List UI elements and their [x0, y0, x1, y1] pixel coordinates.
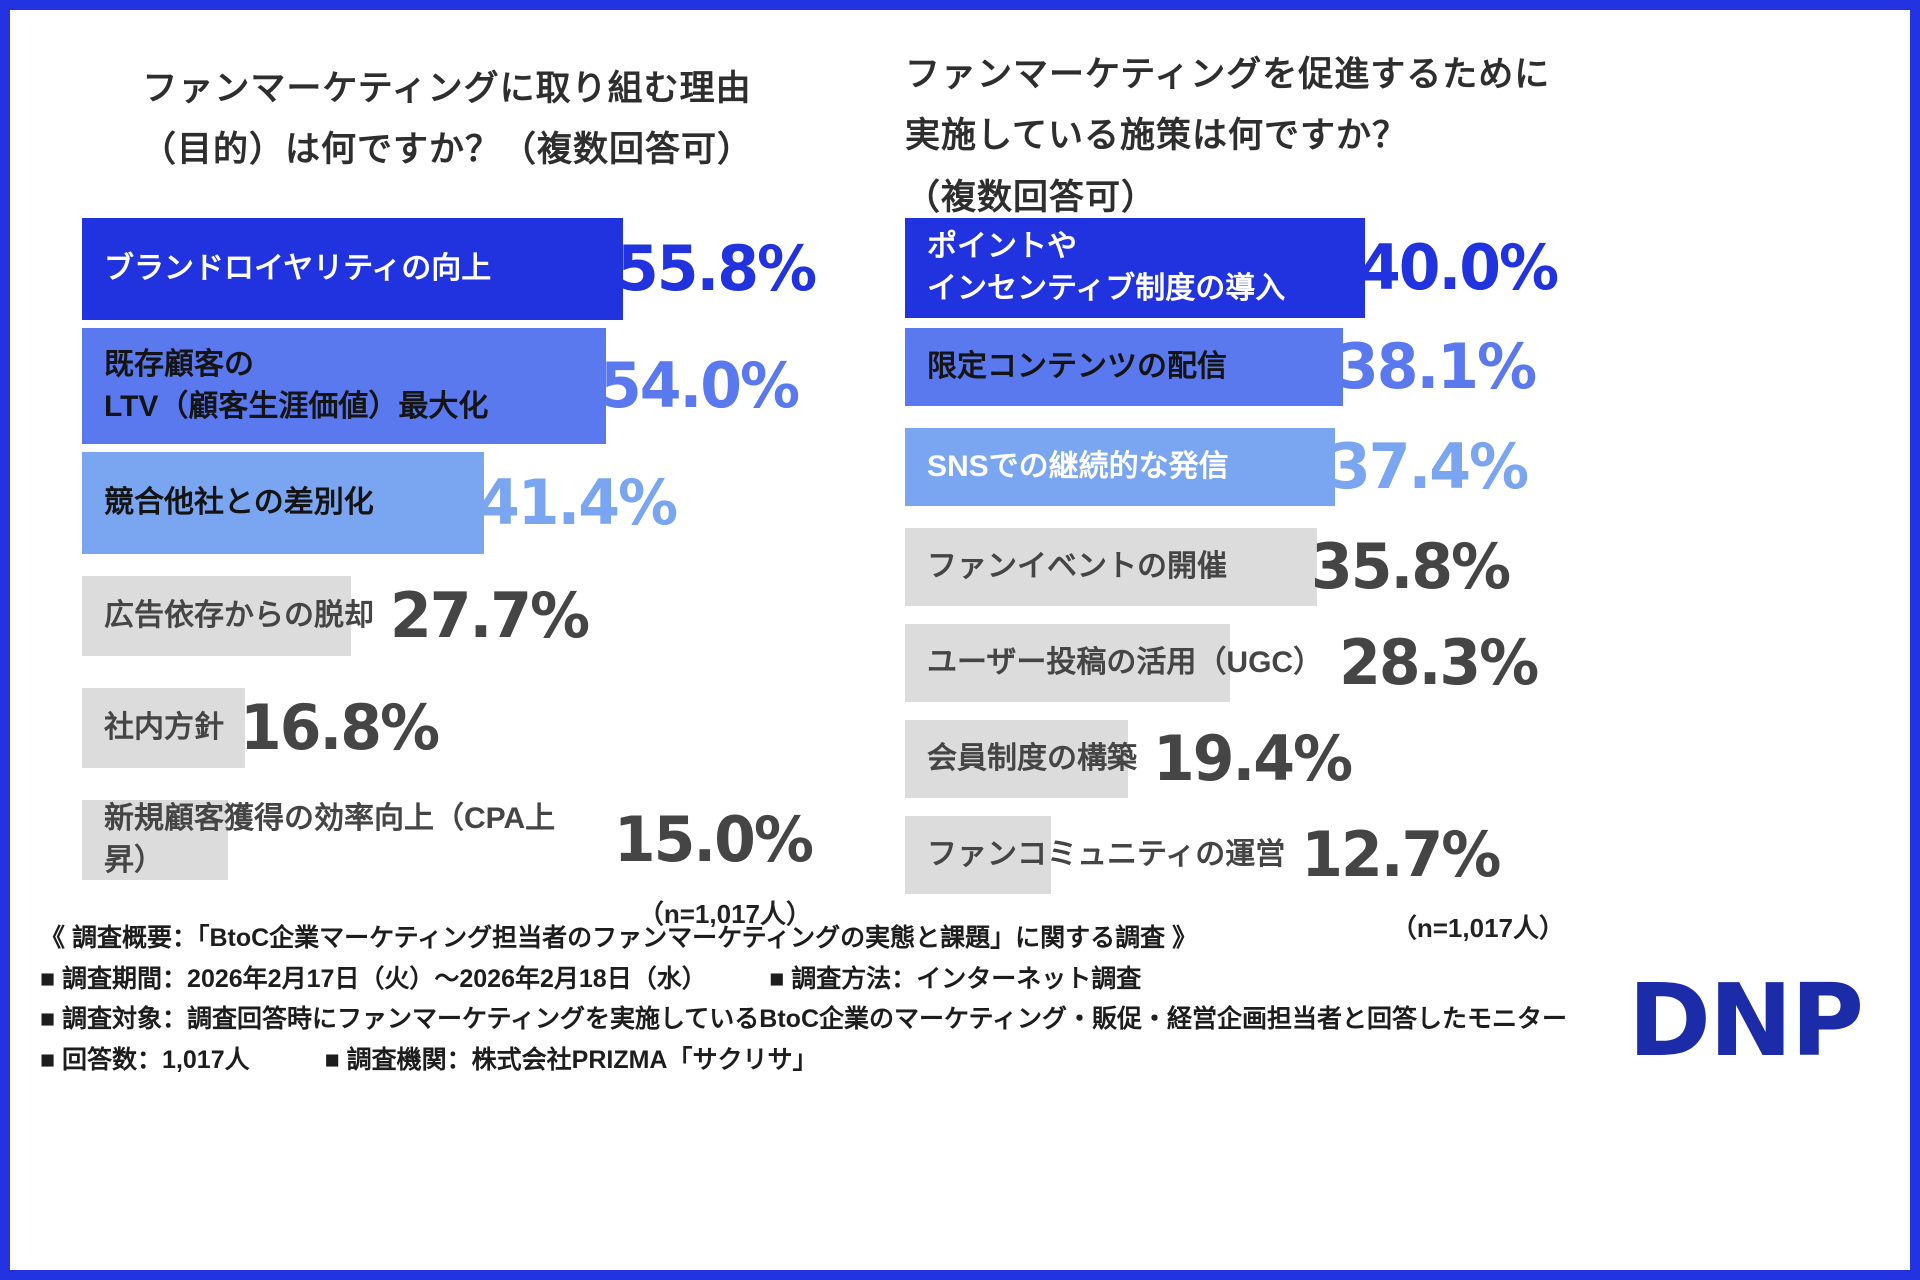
bar-category-label: 限定コンテンツの配信: [927, 350, 1227, 383]
chart-right-n-label: （n=1,017人）: [1390, 913, 1565, 943]
footer-line-target: ■ 調査対象：調査回答時にファンマーケティングを実施しているBtoC企業のマーケ…: [40, 1005, 1568, 1033]
bar-value-label: 41.4%: [478, 466, 678, 540]
footer-line-respondents-agency: ■ 回答数：1,017人 ■ 調査機関：株式会社PRIZMA「サクリサ」: [40, 1045, 818, 1074]
bar-category-label: 広告依存からの脱却: [104, 599, 374, 632]
chart-left-title: ファンマーケティングに取り組む理由 （目的）は何ですか？（複数回答可）: [140, 69, 753, 170]
bar: [905, 328, 1343, 406]
bar-category-label: 競合他社との差別化: [104, 486, 374, 519]
bar: [82, 800, 228, 880]
footer-line-period-method: ■ 調査期間：2026年2月17日（火）～2026年2月18日（水） ■ 調査方…: [40, 964, 1142, 993]
bar: [905, 218, 1365, 318]
bar: [82, 576, 351, 656]
bar-category-label: ユーザー投稿の活用（UGC）: [927, 646, 1324, 679]
bar: [82, 452, 484, 554]
bar: [905, 816, 1051, 894]
bar-category-label: ポイントや インセンティブ制度の導入: [927, 230, 1286, 305]
bar-row: 新規顧客獲得の効率向上（CPA上昇） 15.0%: [82, 800, 814, 880]
bar-row: ブランドロイヤリティの向上 55.8%: [82, 218, 817, 320]
bar-value-label: 15.0%: [613, 803, 814, 877]
bar-value-label: 19.4%: [1153, 722, 1353, 796]
bar-value-label: 38.1%: [1337, 330, 1537, 404]
chart-right-measures: ファンマーケティングを促進するために 実施している施策は何ですか？ （複数回答可…: [905, 44, 1565, 945]
bar-row: 競合他社との差別化 41.4%: [82, 452, 812, 554]
bar-category-label: ファンコミュニティの運営: [927, 838, 1286, 871]
bar-value-label: 55.8%: [617, 232, 817, 306]
bar-value-label: 35.8%: [1311, 530, 1511, 604]
chart-left-reasons: ファンマーケティングに取り組む理由 （目的）は何ですか？（複数回答可） ブランド…: [82, 58, 817, 931]
bar-row: 限定コンテンツの配信 38.1%: [905, 328, 1565, 406]
bar-category-label: ブランドロイヤリティの向上: [104, 252, 492, 285]
bar-row: ポイントや インセンティブ制度の導入 40.0%: [905, 218, 1565, 318]
bar-category-label: ファンイベントの開催: [927, 550, 1227, 583]
bar-value-label: 54.0%: [600, 349, 800, 423]
bar-value-label: 40.0%: [1359, 231, 1559, 305]
survey-overview-footer: 《 調査概要：「BtoC企業マーケティング担当者のファンマーケティングの実態と課…: [40, 918, 1568, 1080]
bar: [905, 720, 1128, 798]
bar-row: 会員制度の構築 19.4%: [905, 720, 1565, 798]
bar-row: SNSでの継続的な発信 37.4%: [905, 428, 1565, 506]
bar-row: 既存顧客の LTV（顧客生涯価値）最大化 54.0%: [82, 328, 812, 444]
bar-value-label: 28.3%: [1339, 626, 1539, 700]
bar-row: ファンコミュニティの運営 12.7%: [905, 816, 1565, 894]
bar: [82, 688, 245, 768]
chart-left-bars: ブランドロイヤリティの向上 55.8% 既存顧客の LTV（顧客生涯価値）最大化 54…: [82, 218, 817, 880]
bar: [905, 624, 1230, 702]
bar-row: ユーザー投稿の活用（UGC） 28.3%: [905, 624, 1565, 702]
dnp-logo: DNP: [1628, 962, 1864, 1079]
bar-category-label: 既存顧客の LTV（顧客生涯価値）最大化: [104, 348, 489, 423]
bar-value-label: 37.4%: [1329, 430, 1529, 504]
bar-category-label: 社内方針: [104, 711, 224, 744]
bar-row: 社内方針 16.8%: [82, 688, 812, 768]
chart-right-bars: ポイントや インセンティブ制度の導入 40.0% 限定コンテンツの配信 38.1% SN…: [905, 218, 1565, 894]
bar-value-label: 27.7%: [390, 579, 590, 653]
bar: [905, 428, 1335, 506]
chart-left-n-label: （n=1,017人）: [637, 899, 812, 929]
bar-category-label: SNSでの継続的な発信: [927, 450, 1229, 483]
bar: [82, 328, 606, 444]
bar-row: 広告依存からの脱却 27.7%: [82, 576, 812, 656]
bar-row: ファンイベントの開催 35.8%: [905, 528, 1565, 606]
bar-category-label: 会員制度の構築: [927, 742, 1137, 775]
bar-value-label: 12.7%: [1301, 818, 1501, 892]
bar: [905, 528, 1317, 606]
footer-line-overview: 《 調査概要：「BtoC企業マーケティング担当者のファンマーケティングの実態と課…: [40, 924, 1198, 952]
bar-value-label: 16.8%: [240, 691, 440, 765]
chart-right-title: ファンマーケティングを促進するために 実施している施策は何ですか？ （複数回答可…: [905, 55, 1551, 217]
bar-category-label: 新規顧客獲得の効率向上（CPA上昇）: [104, 802, 556, 877]
bar: [82, 218, 623, 320]
